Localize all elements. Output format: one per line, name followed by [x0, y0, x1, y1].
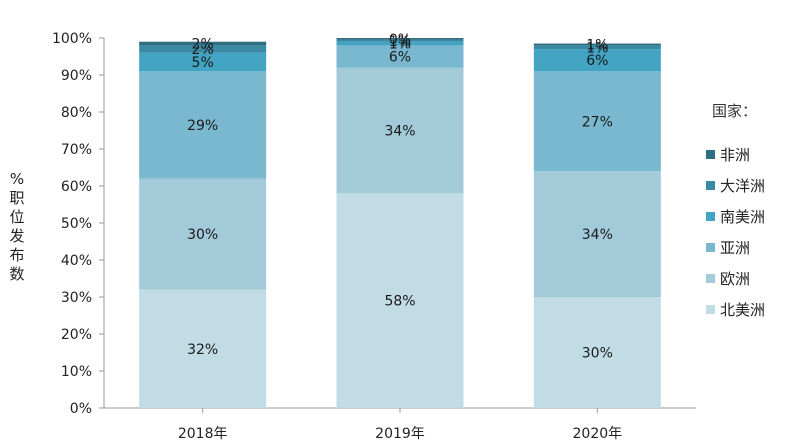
data-label: 27%: [582, 114, 613, 130]
y-tick-label: 100%: [52, 31, 92, 47]
legend-swatch: [706, 212, 715, 221]
y-tick-label: 0%: [70, 401, 92, 417]
y-tick-label: 20%: [61, 327, 92, 343]
y-axis-label-char: %: [9, 170, 25, 188]
bar-segment: [336, 38, 464, 40]
legend-label: 亚洲: [720, 239, 751, 257]
legend-item: 南美洲: [706, 201, 792, 232]
y-axis-label-char: 发: [9, 227, 25, 245]
data-label: 2%: [192, 42, 214, 58]
data-label: 58%: [384, 294, 415, 310]
data-label: 34%: [582, 227, 613, 243]
y-tick-label: 40%: [61, 253, 92, 269]
data-label: 6%: [586, 53, 608, 69]
y-tick-label: 60%: [61, 179, 92, 195]
bar-segment: [336, 45, 464, 68]
data-label: 2%: [192, 37, 214, 53]
bar-segment: [139, 71, 267, 179]
legend-label: 大洋洲: [720, 177, 766, 195]
x-tick-label: 2019年: [375, 426, 425, 442]
data-label: 1%: [389, 34, 411, 50]
data-label: 1%: [586, 37, 608, 53]
legend: 国家： 非洲大洋洲南美洲亚洲欧洲北美洲: [706, 100, 792, 325]
data-label: 30%: [187, 227, 218, 243]
legend-item: 大洋洲: [706, 170, 792, 201]
legend-label: 欧洲: [720, 270, 751, 288]
data-label: 0%: [389, 32, 411, 48]
bar-segment: [139, 52, 267, 72]
bar-segment: [139, 178, 267, 290]
y-tick-label: 50%: [61, 216, 92, 232]
legend-label: 非洲: [720, 146, 751, 164]
data-label: 5%: [192, 55, 214, 71]
bar-segment: [336, 193, 464, 408]
legend-item: 非洲: [706, 139, 792, 170]
legend-swatch: [706, 305, 715, 314]
bar-segment: [139, 289, 267, 408]
legend-swatch: [706, 150, 715, 159]
legend-swatch: [706, 274, 715, 283]
bar-segment: [139, 41, 267, 46]
y-tick-label: 10%: [61, 364, 92, 380]
bar-segment: [533, 45, 661, 50]
legend-item: 亚洲: [706, 232, 792, 263]
data-label: 29%: [187, 118, 218, 134]
legend-item: 欧洲: [706, 263, 792, 294]
x-tick-label: 2020年: [573, 426, 623, 442]
data-label: 6%: [389, 50, 411, 66]
y-axis-label-char: 职: [9, 189, 25, 207]
y-tick-label: 70%: [61, 142, 92, 158]
bar-segment: [533, 71, 661, 172]
y-tick-label: 80%: [61, 105, 92, 121]
y-axis-label-char: 数: [9, 265, 25, 283]
data-label: 34%: [384, 124, 415, 140]
y-axis-label: % 职位发布数: [8, 170, 26, 284]
y-axis-label-char: 位: [9, 208, 25, 226]
data-label: 32%: [187, 342, 218, 358]
bar-segment: [533, 43, 661, 46]
y-tick-label: 30%: [61, 290, 92, 306]
y-tick-label: 90%: [61, 68, 92, 84]
data-label: 30%: [582, 346, 613, 362]
legend-label: 南美洲: [720, 208, 766, 226]
legend-item: 北美洲: [706, 294, 792, 325]
bar-segment: [533, 297, 661, 408]
y-axis-label-char: 布: [9, 246, 25, 264]
bar-segment: [336, 41, 464, 46]
bar-segment: [336, 39, 464, 42]
bar-segment: [336, 67, 464, 194]
x-tick-label: 2018年: [178, 426, 228, 442]
legend-swatch: [706, 181, 715, 190]
bar-segment: [533, 171, 661, 297]
legend-label: 北美洲: [720, 301, 766, 319]
legend-swatch: [706, 243, 715, 252]
legend-title: 国家：: [712, 102, 758, 120]
bar-segment: [533, 49, 661, 72]
bar-segment: [139, 45, 267, 53]
